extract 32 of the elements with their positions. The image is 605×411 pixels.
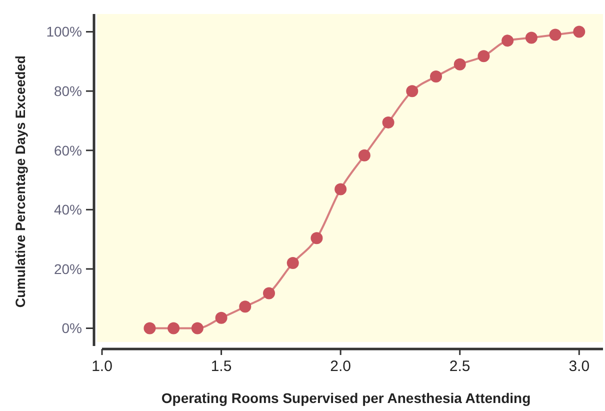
point — [430, 70, 442, 83]
y-tick-label: 100% — [46, 24, 82, 40]
point — [239, 300, 252, 313]
point — [286, 257, 299, 270]
point — [168, 322, 180, 334]
y-tick-label: 0% — [62, 320, 82, 336]
point — [144, 322, 156, 334]
y-tick-label: 20% — [54, 260, 82, 277]
point — [215, 312, 228, 324]
y-tick-label: 40% — [54, 202, 82, 218]
y-axis-title: Cumulative Percentage Days Exceeded — [13, 55, 28, 308]
x-tick-label: 1.5 — [210, 358, 232, 375]
point — [382, 116, 394, 129]
x-tick-label: 1.0 — [92, 358, 112, 375]
x-tick-label: 3.0 — [568, 358, 590, 375]
point — [502, 34, 514, 47]
x-tick-label: 2.5 — [449, 358, 470, 375]
point — [454, 58, 466, 70]
point — [549, 28, 562, 41]
x-tick-label: 2.0 — [330, 358, 351, 375]
point — [525, 32, 538, 44]
point — [263, 287, 275, 300]
point — [478, 50, 490, 62]
point — [573, 26, 586, 38]
point — [406, 85, 418, 98]
point — [334, 183, 347, 196]
x-axis-title: Operating Rooms Supervised per Anesthesia Attending — [161, 390, 531, 406]
point — [310, 232, 323, 244]
y-tick-label: 80% — [54, 82, 82, 99]
y-tick-label: 60% — [54, 142, 82, 158]
point — [358, 149, 370, 162]
point — [191, 322, 204, 334]
